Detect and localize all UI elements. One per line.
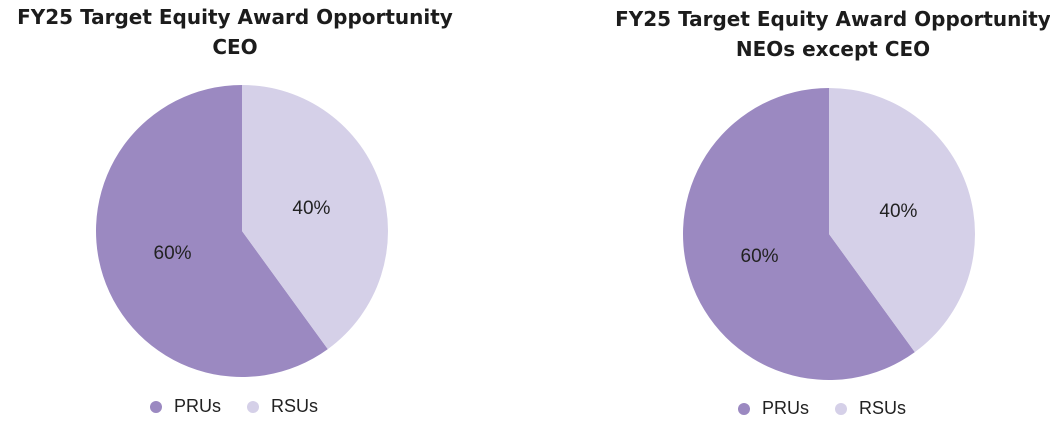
- chart-subtitle: NEOs except CEO: [735, 37, 931, 61]
- slice-label-prus: 60%: [741, 246, 779, 267]
- pie-slice-prus: [683, 88, 915, 380]
- chart-title: FY25 Target Equity Award Opportunity NEO…: [588, 4, 1050, 64]
- legend-swatch-rsus: [835, 402, 848, 415]
- slice-label-rsus: 40%: [879, 201, 917, 222]
- pie-slice-rsus: [829, 88, 975, 353]
- pie-chart: 60% 40%: [96, 85, 389, 377]
- legend-label-rsus: RSUs: [859, 398, 907, 418]
- legend-item-rsus: RSUs: [835, 398, 906, 419]
- chart-title-main: FY25 Target Equity Award Opportunity: [17, 5, 453, 29]
- legend-swatch-prus: [738, 402, 750, 415]
- legend-swatch-prus: [150, 400, 162, 413]
- pie-slice-prus: [96, 85, 328, 377]
- legend-item-prus: PRUs: [738, 398, 809, 419]
- chart-panel-neos: FY25 Target Equity Award Opportunity NEO…: [588, 0, 1050, 424]
- legend-label-prus: PRUs: [174, 396, 222, 416]
- pie-chart: 60% 40%: [683, 88, 975, 380]
- legend-label-rsus: RSUs: [271, 396, 319, 416]
- legend-swatch-rsus: [247, 400, 260, 413]
- slice-label-rsus: 40%: [292, 198, 330, 219]
- legend-item-prus: PRUs: [150, 396, 221, 417]
- chart-title: FY25 Target Equity Award Opportunity CEO: [0, 2, 480, 62]
- slice-label-prus: 60%: [154, 243, 192, 264]
- legend-item-rsus: RSUs: [247, 396, 318, 417]
- pie-slice-rsus: [242, 85, 389, 350]
- legend-label-prus: PRUs: [762, 398, 810, 418]
- chart-panel-ceo: FY25 Target Equity Award Opportunity CEO…: [0, 0, 490, 424]
- chart-subtitle: CEO: [212, 35, 258, 59]
- chart-legend: PRUs RSUs: [150, 396, 344, 417]
- chart-title-main: FY25 Target Equity Award Opportunity: [615, 7, 1050, 31]
- chart-legend: PRUs RSUs: [738, 398, 932, 419]
